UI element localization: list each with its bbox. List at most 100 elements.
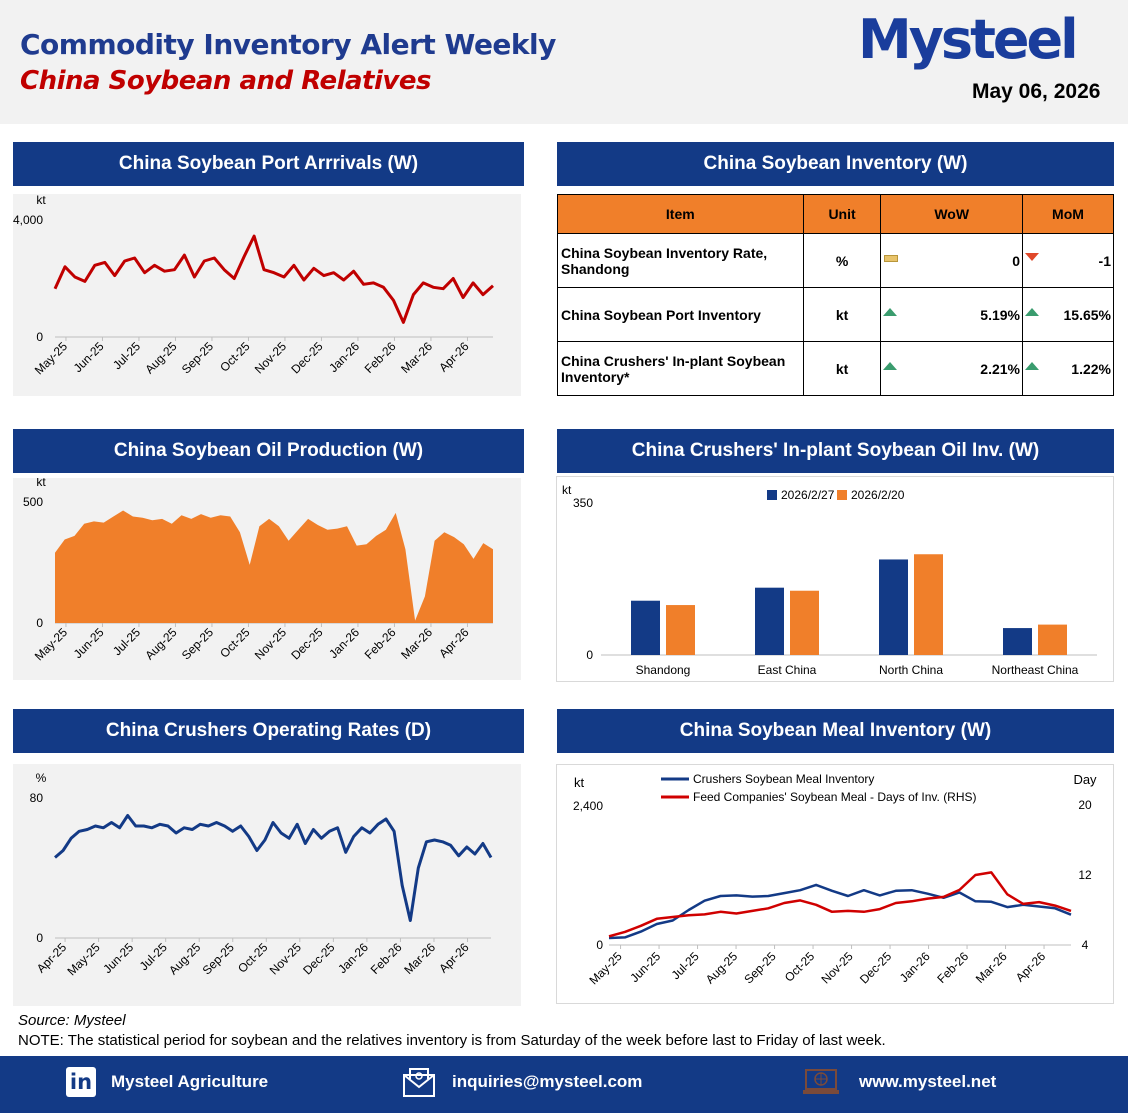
envelope-icon[interactable] — [402, 1066, 436, 1098]
footer-email-link[interactable]: inquiries@mysteel.com — [452, 1072, 643, 1091]
footer-linkedin-link[interactable]: Mysteel Agriculture — [111, 1072, 269, 1091]
x-tick-label: Jul-25 — [110, 339, 143, 372]
row-mom: 15.65% — [1063, 306, 1111, 323]
x-tick-label: Mar-26 — [398, 625, 435, 662]
x-tick-label: Feb-26 — [362, 339, 399, 376]
header-band — [0, 0, 1128, 124]
arrow-down-icon — [1024, 253, 1039, 261]
row-wow-cell: 0 — [880, 233, 1023, 288]
x-category-label: North China — [879, 663, 943, 677]
row-wow: 2.21% — [980, 360, 1020, 377]
y-tick-label: 0 — [36, 931, 43, 945]
linkedin-icon[interactable]: in — [66, 1067, 96, 1097]
x-tick-label: Dec-25 — [288, 625, 325, 662]
x-tick-label: Apr-26 — [1013, 949, 1049, 985]
x-tick-label: May-25 — [65, 940, 103, 978]
x-tick-label: Jan-26 — [326, 625, 362, 661]
panel-title-oil-inventory: China Crushers' In-plant Soybean Oil Inv… — [557, 429, 1114, 473]
x-tick-label: Jan-26 — [897, 949, 933, 985]
y-axis-unit: kt — [36, 194, 46, 207]
flat-icon — [884, 255, 899, 262]
y-axis-unit: % — [36, 771, 47, 785]
x-tick-label: Aug-25 — [142, 339, 179, 376]
x-tick-label: Dec-25 — [857, 949, 894, 986]
x-tick-label: Jul-25 — [110, 625, 143, 658]
y-axis-unit: kt — [562, 483, 572, 497]
row-item: China Soybean Port Inventory — [557, 287, 804, 342]
arrow-up-icon — [1024, 308, 1039, 316]
bar — [914, 554, 943, 655]
x-tick-label: Feb-26 — [368, 940, 405, 977]
x-tick-label: Aug-25 — [166, 940, 203, 977]
x-tick-label: Sep-25 — [179, 625, 216, 662]
legend-label: Crushers Soybean Meal Inventory — [693, 772, 874, 786]
row-wow: 5.19% — [980, 306, 1020, 323]
web-monitor-icon[interactable] — [803, 1067, 839, 1097]
right-tick-label: 20 — [1078, 798, 1092, 812]
source-note: Source: Mysteel — [18, 1012, 126, 1029]
x-tick-label: Sep-25 — [179, 339, 216, 376]
x-tick-label: Apr-26 — [436, 339, 472, 375]
y-tick-label: 80 — [30, 791, 44, 805]
row-unit: kt — [802, 287, 882, 342]
row-item: China Soybean Inventory Rate, Shandong — [557, 233, 804, 288]
series-line — [608, 883, 1072, 940]
x-tick-label: Jan-26 — [335, 940, 371, 976]
x-tick-label: Aug-25 — [703, 949, 740, 986]
mysteel-logo: Mysteel — [858, 8, 1079, 71]
x-tick-label: Jun-25 — [71, 625, 107, 661]
x-tick-label: Sep-25 — [741, 949, 778, 986]
table-row: China Soybean Inventory Rate, Shandong %… — [557, 233, 1115, 288]
row-wow-cell: 5.19% — [880, 287, 1023, 342]
y-tick-label: 0 — [586, 648, 593, 662]
statistical-note: NOTE: The statistical period for soybean… — [18, 1032, 886, 1049]
col-header-wow: WoW — [880, 194, 1023, 234]
left-tick-label: 2,400 — [573, 799, 603, 813]
row-item: China Crushers' In-plant Soybean Invento… — [557, 341, 804, 396]
row-mom-cell: 1.22% — [1021, 341, 1115, 396]
x-tick-label: Mar-26 — [401, 940, 438, 977]
x-tick-label: Nov-25 — [252, 625, 289, 662]
x-tick-label: Apr-26 — [436, 940, 472, 976]
y-tick-label: 350 — [573, 496, 593, 510]
x-tick-label: Dec-25 — [288, 339, 325, 376]
y-axis-unit: kt — [36, 478, 46, 489]
x-tick-label: Jun-25 — [627, 949, 663, 985]
bar — [631, 600, 660, 655]
series-line — [608, 871, 1072, 938]
bar — [1038, 624, 1067, 655]
x-tick-label: Jan-26 — [326, 339, 362, 375]
x-tick-label: Mar-26 — [398, 339, 435, 376]
right-tick-label: 4 — [1082, 938, 1089, 952]
bar — [666, 605, 695, 655]
footer-web-link[interactable]: www.mysteel.net — [859, 1072, 997, 1091]
bar — [790, 590, 819, 655]
x-category-label: Shandong — [636, 663, 691, 677]
x-tick-label: Jul-25 — [669, 949, 702, 982]
bar — [879, 559, 908, 655]
x-tick-label: May-25 — [586, 949, 624, 987]
right-axis-unit: Day — [1073, 772, 1097, 787]
x-tick-label: Jul-25 — [137, 940, 170, 973]
x-category-label: East China — [758, 663, 817, 677]
left-axis-unit: kt — [574, 775, 585, 790]
x-tick-label: Mar-26 — [973, 949, 1010, 986]
row-mom-cell: -1 — [1021, 233, 1115, 288]
row-unit: % — [802, 233, 882, 288]
row-wow-cell: 2.21% — [880, 341, 1023, 396]
x-tick-label: Dec-25 — [300, 940, 337, 977]
page-subtitle: China Soybean and Relatives — [20, 66, 431, 96]
row-mom: 1.22% — [1071, 360, 1111, 377]
x-tick-label: Nov-25 — [818, 949, 855, 986]
x-tick-label: Oct-25 — [217, 625, 253, 661]
x-tick-label: Aug-25 — [142, 625, 179, 662]
x-tick-label: May-25 — [32, 339, 70, 377]
x-tick-label: Oct-25 — [235, 940, 271, 976]
arrow-up-icon — [883, 362, 898, 370]
legend-swatch — [767, 490, 777, 500]
y-tick-label: 0 — [36, 330, 43, 344]
series-area — [55, 510, 493, 623]
x-category-label: Northeast China — [992, 663, 1079, 677]
panel-title-arrivals: China Soybean Port Arrrivals (W) — [13, 142, 524, 186]
